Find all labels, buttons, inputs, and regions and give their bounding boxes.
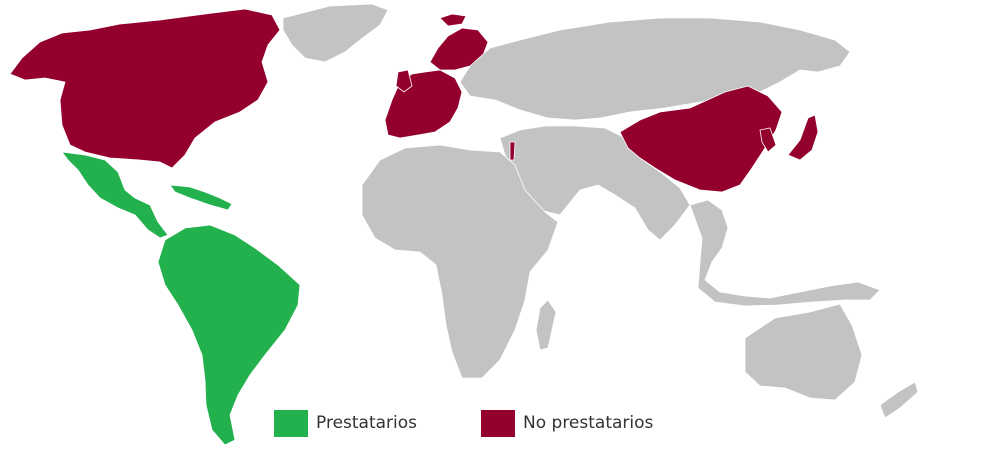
region-scandinavia[interactable] [429,27,489,71]
region-caribbean-islands[interactable] [169,184,233,211]
region-china[interactable] [619,85,783,193]
region-australia[interactable] [744,303,863,401]
region-iceland[interactable] [439,13,467,27]
region-uk[interactable] [395,69,413,93]
region-israel[interactable] [509,141,516,161]
legend-borrowers-swatch [274,409,308,437]
region-madagascar[interactable] [535,299,557,351]
legend-borrowers: Prestatarios [274,409,417,437]
region-south-america[interactable] [157,224,301,446]
region-russia-central-asia[interactable] [459,17,851,121]
region-africa[interactable] [361,144,559,379]
legend-non-borrowers-label: No prestatarios [523,413,654,433]
legend-non-borrowers-swatch [481,409,515,437]
region-korea[interactable] [759,127,777,153]
region-japan[interactable] [787,114,819,161]
region-greenland[interactable] [282,3,389,63]
legend-borrowers-label: Prestatarios [316,413,418,433]
legend-non-borrowers: No prestatarios [481,409,653,437]
region-mexico-central-america[interactable] [61,151,169,239]
region-southeast-asia[interactable] [689,199,881,307]
region-north-america[interactable] [9,8,281,169]
region-new-zealand[interactable] [879,381,919,419]
